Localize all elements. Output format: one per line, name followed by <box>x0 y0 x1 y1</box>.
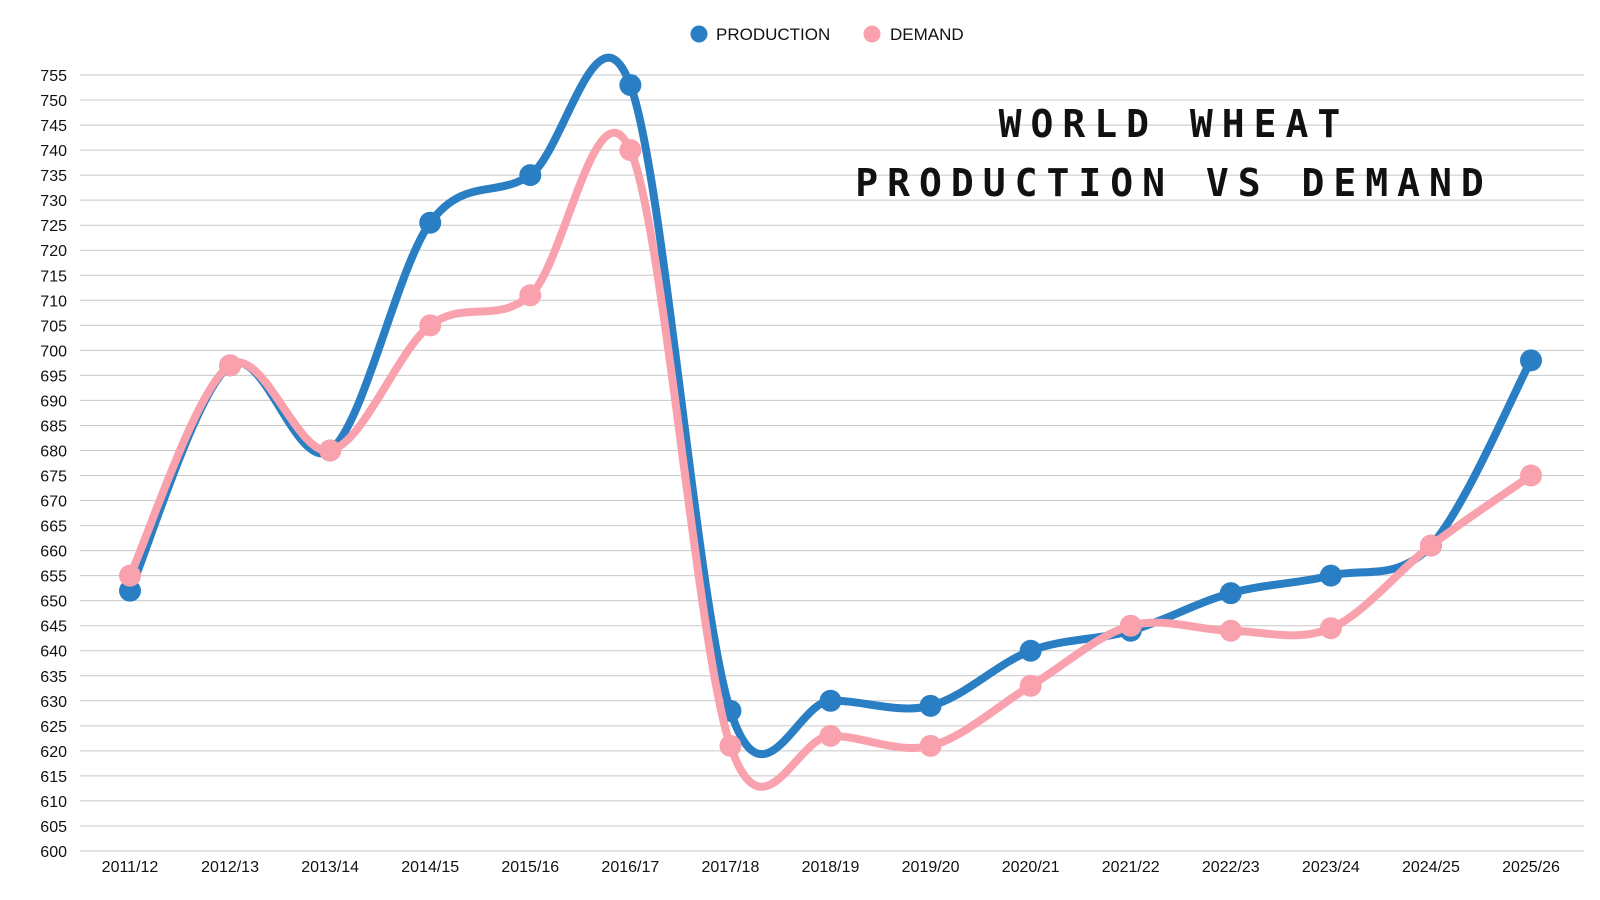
production-point[interactable] <box>919 694 942 717</box>
y-tick-label: 690 <box>40 393 67 410</box>
production-point[interactable] <box>1319 564 1342 587</box>
grid-lines <box>80 74 1584 852</box>
y-tick-label: 640 <box>40 644 67 661</box>
production-point[interactable] <box>1520 349 1542 372</box>
y-tick-label: 615 <box>40 769 67 786</box>
y-tick-label: 740 <box>40 143 67 160</box>
y-tick-label: 605 <box>40 819 67 836</box>
y-tick-label: 600 <box>40 844 67 861</box>
y-tick-label: 705 <box>40 318 67 335</box>
demand-point[interactable] <box>219 354 242 377</box>
legend-production-label[interactable]: PRODUCTION <box>716 25 830 44</box>
demand-point[interactable] <box>419 314 442 337</box>
demand-point[interactable] <box>1019 674 1042 697</box>
y-tick-label: 670 <box>40 494 67 511</box>
x-tick-label: 2013/14 <box>301 859 359 876</box>
chart-title-line-1: WORLD WHEAT <box>999 102 1350 146</box>
legend-demand-marker <box>863 25 881 43</box>
y-tick-label: 620 <box>40 744 67 761</box>
y-tick-label: 725 <box>40 218 67 235</box>
production-point[interactable] <box>619 74 642 97</box>
y-tick-label: 655 <box>40 569 67 586</box>
demand-point[interactable] <box>819 724 842 747</box>
x-tick-label: 2015/16 <box>501 859 559 876</box>
demand-point[interactable] <box>1520 464 1542 487</box>
legend[interactable]: PRODUCTION DEMAND <box>690 25 964 44</box>
x-tick-label: 2020/21 <box>1002 859 1060 876</box>
y-tick-label: 625 <box>40 719 67 736</box>
y-tick-label: 610 <box>40 794 67 811</box>
y-tick-label: 680 <box>40 443 67 460</box>
legend-demand-label[interactable]: DEMAND <box>890 25 964 44</box>
y-tick-label: 650 <box>40 594 67 611</box>
x-tick-label: 2022/23 <box>1202 859 1260 876</box>
y-tick-label: 700 <box>40 343 67 360</box>
production-point[interactable] <box>819 689 842 712</box>
demand-point[interactable] <box>719 734 742 757</box>
x-tick-label: 2019/20 <box>902 859 960 876</box>
x-tick-label: 2016/17 <box>601 859 659 876</box>
demand-point[interactable] <box>1119 614 1142 637</box>
y-tick-label: 635 <box>40 669 67 686</box>
y-tick-label: 730 <box>40 193 67 210</box>
y-tick-label: 735 <box>40 168 67 185</box>
legend-production-marker <box>690 25 708 43</box>
demand-point[interactable] <box>919 734 942 757</box>
y-tick-label: 710 <box>40 293 67 310</box>
y-tick-label: 630 <box>40 694 67 711</box>
x-tick-label: 2018/19 <box>802 859 860 876</box>
x-tick-label: 2011/12 <box>102 859 159 876</box>
y-tick-label: 755 <box>40 68 67 85</box>
x-tick-label: 2017/18 <box>702 859 760 876</box>
series-layer <box>119 53 1542 791</box>
demand-point[interactable] <box>1319 617 1342 640</box>
production-point[interactable] <box>1019 639 1042 662</box>
y-tick-label: 720 <box>40 243 67 260</box>
demand-line <box>126 128 1535 791</box>
y-tick-label: 675 <box>40 469 67 486</box>
chart-title-line-2: PRODUCTION VS DEMAND <box>855 161 1493 205</box>
demand-point[interactable] <box>1219 619 1242 642</box>
series-demand <box>119 128 1542 791</box>
demand-point[interactable] <box>519 284 542 307</box>
demand-point[interactable] <box>1419 534 1442 557</box>
demand-point[interactable] <box>619 139 642 162</box>
y-tick-label: 750 <box>40 93 67 110</box>
x-tick-label: 2012/13 <box>201 859 259 876</box>
y-tick-label: 715 <box>40 268 67 285</box>
y-tick-label: 695 <box>40 368 67 385</box>
x-tick-label: 2021/22 <box>1102 859 1160 876</box>
production-point[interactable] <box>419 211 442 234</box>
y-tick-label: 665 <box>40 519 67 536</box>
x-tick-label: 2023/24 <box>1302 859 1360 876</box>
demand-point[interactable] <box>319 439 342 462</box>
demand-point[interactable] <box>119 564 141 587</box>
y-tick-label: 660 <box>40 544 67 561</box>
x-tick-label: 2014/15 <box>401 859 459 876</box>
x-tick-label: 2025/26 <box>1502 859 1560 876</box>
y-tick-label: 745 <box>40 118 67 135</box>
x-axis-ticks: 2011/12 2012/13 2013/14 2014/15 2015/16 2016/… <box>102 859 1560 876</box>
y-tick-label: 645 <box>40 619 67 636</box>
y-axis-ticks: 600 605 610 615 620 625 630 635 640 645 650 655 660 6… <box>40 68 67 861</box>
production-point[interactable] <box>519 164 542 187</box>
x-tick-label: 2024/25 <box>1402 859 1460 876</box>
production-point[interactable] <box>1219 582 1242 605</box>
y-tick-label: 685 <box>40 418 67 435</box>
